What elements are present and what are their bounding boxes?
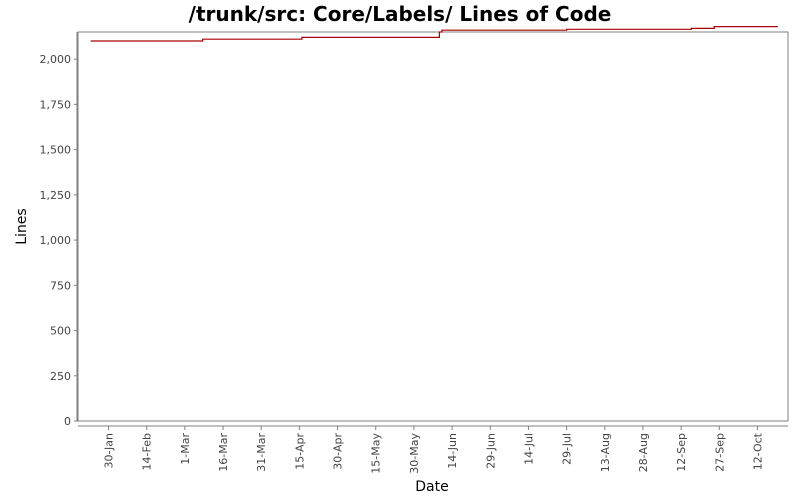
y-tick-label: 0	[64, 415, 71, 428]
y-tick-label: 1,250	[40, 189, 72, 202]
x-tick-label: 15-May	[370, 433, 383, 474]
series-line	[90, 26, 778, 42]
x-tick-label: 1-Mar	[179, 433, 192, 465]
x-tick-label: 12-Sep	[675, 433, 688, 472]
y-axis: 0 250 500 750 1,000 1,250 1,500 1,750 2,000	[40, 32, 78, 428]
x-tick-label: 16-Mar	[217, 433, 230, 472]
x-tick-label: 14-Jul	[522, 433, 535, 465]
y-tick-label: 750	[50, 279, 71, 292]
x-axis: 30-Jan 14-Feb 1-Mar 16-Mar 31-Mar 15-Apr 30-Ap…	[78, 425, 788, 474]
x-tick-label: 30-May	[408, 433, 421, 474]
x-tick-label: 28-Aug	[637, 433, 650, 472]
x-tick-label: 14-Feb	[141, 433, 154, 470]
y-tick-label: 1,500	[40, 144, 72, 157]
chart-title: /trunk/src: Core/Labels/ Lines of Code	[188, 2, 612, 26]
x-tick-label: 31-Mar	[255, 433, 268, 472]
y-axis-label: Lines	[14, 208, 30, 244]
y-tick-label: 500	[50, 325, 71, 338]
plot-area	[77, 26, 789, 422]
x-tick-label: 14-Jun	[446, 433, 459, 469]
x-tick-label: 30-Apr	[332, 433, 345, 470]
y-tick-label: 250	[50, 370, 71, 383]
x-axis-label: Date	[415, 479, 448, 495]
x-tick-label: 29-Jun	[484, 433, 497, 469]
x-tick-label: 30-Jan	[103, 433, 116, 469]
x-tick-label: 29-Jul	[561, 433, 574, 465]
y-tick-label: 2,000	[40, 53, 72, 66]
plot-border	[77, 31, 789, 422]
x-tick-label: 13-Aug	[599, 433, 612, 472]
x-tick-label: 27-Sep	[713, 433, 726, 472]
x-tick-label: 15-Apr	[293, 433, 306, 470]
x-tick-label: 12-Oct	[751, 432, 764, 470]
y-tick-label: 1,750	[40, 98, 72, 111]
y-tick-label: 1,000	[40, 234, 72, 247]
